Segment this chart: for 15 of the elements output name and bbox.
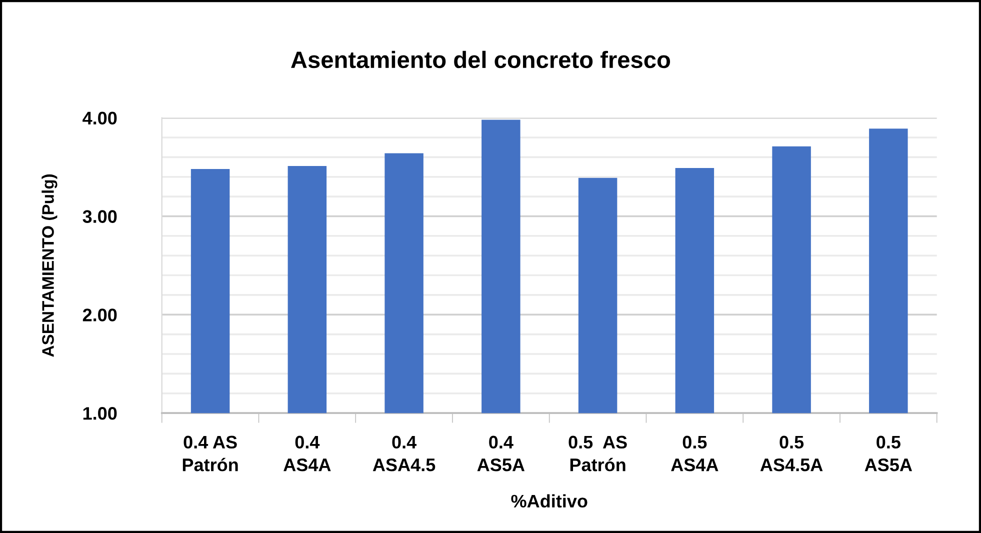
y-tick-label: 1.00 xyxy=(83,407,117,420)
x-tick-label: 0.4 AS4A xyxy=(284,436,331,472)
y-tick-label: 4.00 xyxy=(82,112,117,125)
x-tick-label: 0.5 AS4.5A xyxy=(760,436,823,472)
x-tick-label: 0.4 AS5A xyxy=(477,436,525,472)
x-tick-label: 0.5 AS4A xyxy=(671,436,718,472)
x-tick-label: 0.5 AS5A xyxy=(864,436,912,472)
y-tick-label: 2.00 xyxy=(82,308,117,322)
x-tick-label: 0.4 AS Patrón xyxy=(182,436,238,472)
y-axis-title: ASENTAMIENTO (Pulg) xyxy=(42,174,58,357)
x-tick-label: 0.4 ASA4.5 xyxy=(372,436,436,472)
x-tick-label: 0.5 AS Patrón xyxy=(568,436,627,472)
y-tick-label: 3.00 xyxy=(82,210,117,223)
chart-title: Asentamiento del concreto fresco xyxy=(291,50,670,68)
x-axis-title: %Aditivo xyxy=(511,494,588,508)
